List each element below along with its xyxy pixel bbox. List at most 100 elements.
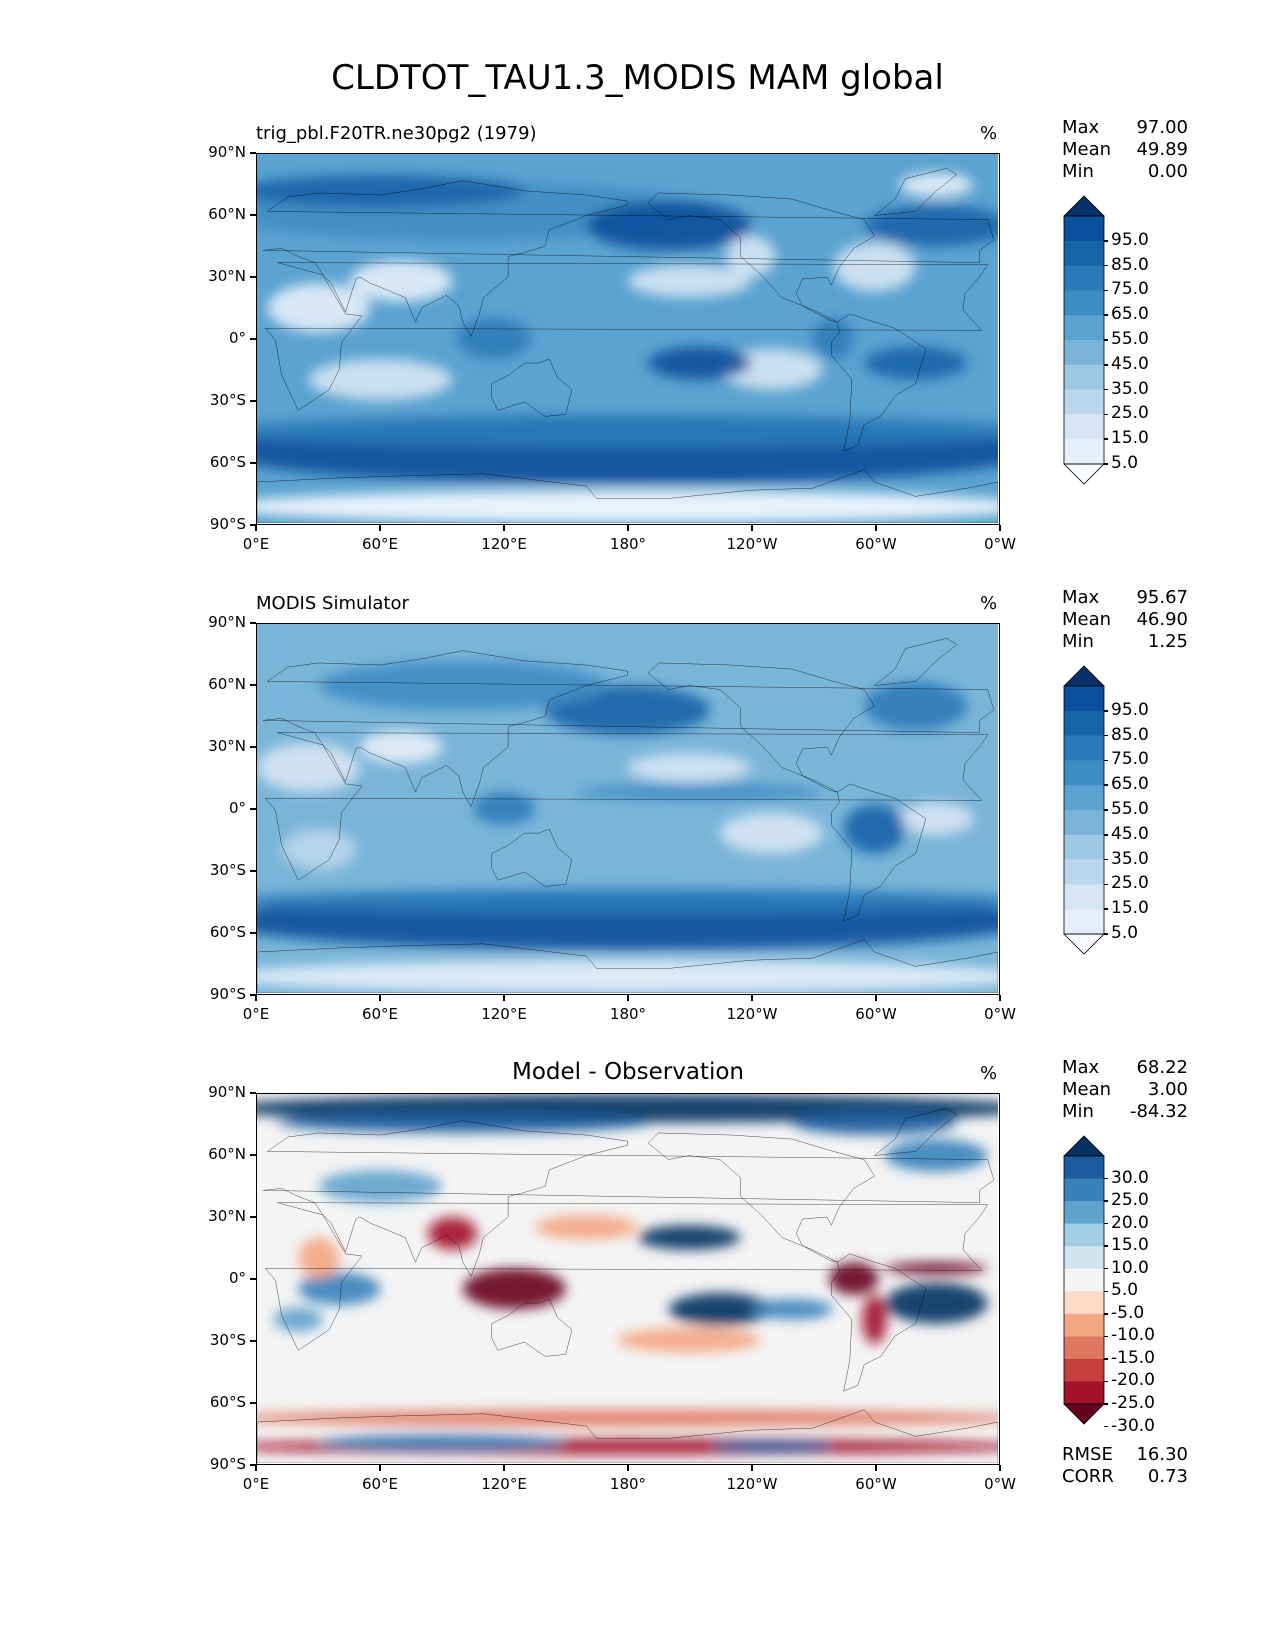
colorbar-label: 65.0 xyxy=(1111,774,1149,795)
panel-title-diff: Model - Observation xyxy=(511,1059,745,1085)
lat-tick-label: 60°S xyxy=(209,923,246,941)
lat-tickmark xyxy=(250,684,256,686)
lon-tickmark xyxy=(999,525,1001,531)
map-field-region xyxy=(308,359,453,400)
stat-value: 1.25 xyxy=(1147,631,1188,652)
lat-tickmark xyxy=(250,524,256,526)
colorbar-label: 35.0 xyxy=(1111,848,1149,869)
colorbar-segment xyxy=(1064,1336,1104,1360)
coastline-greenland xyxy=(875,1108,957,1155)
map-field-region xyxy=(257,888,998,914)
lat-tickmark xyxy=(250,462,256,464)
coastline-south-america xyxy=(831,784,926,921)
lat-tickmark xyxy=(250,994,256,996)
lat-tick-label: 30°S xyxy=(209,861,246,879)
colorbar-tickmark xyxy=(1104,858,1108,861)
map-field-region xyxy=(257,742,360,793)
colorbar-extend-min xyxy=(1063,933,1105,955)
colorbar-tickmark xyxy=(1104,314,1108,316)
colorbar-label: 20.0 xyxy=(1111,1212,1149,1233)
colorbar-label: 45.0 xyxy=(1111,823,1149,844)
lon-tickmark xyxy=(503,995,505,1001)
colorbar-tickmark xyxy=(1104,289,1108,292)
map-field-region xyxy=(884,1282,988,1324)
colorbar-label: 55.0 xyxy=(1111,799,1149,819)
colorbar-tickmark xyxy=(1104,933,1108,935)
lat-tickmark xyxy=(250,214,256,216)
coastline-africa xyxy=(265,733,987,881)
colorbar-label: 10.0 xyxy=(1111,1257,1149,1278)
colorbar-tickmark xyxy=(1104,240,1108,242)
stat-row-min: Min 0.00 xyxy=(1062,161,1188,183)
colorbar-tickmark xyxy=(1104,1290,1108,1293)
colorbar-tickmark xyxy=(1104,1335,1108,1338)
lat-tick-label: 30°S xyxy=(209,1331,246,1349)
lat-tickmark xyxy=(250,1216,256,1218)
stat-value: 95.67 xyxy=(1136,587,1188,608)
map-field-region xyxy=(257,1409,998,1427)
colorbar-label: 45.0 xyxy=(1111,353,1149,374)
colorbar-label: 75.0 xyxy=(1111,279,1149,300)
colorbar-tickmark xyxy=(1104,1177,1108,1180)
colorbar-label: 95.0 xyxy=(1111,699,1149,720)
stat-row-mean: Mean 49.89 xyxy=(1062,139,1188,161)
colorbar-tickmark xyxy=(1104,734,1108,737)
map-field-region xyxy=(843,804,906,854)
lat-tickmark xyxy=(250,808,256,810)
lon-tickmark xyxy=(379,995,381,1001)
lat-tick-label: 60°N xyxy=(208,675,246,693)
colorbar-label: 25.0 xyxy=(1111,873,1149,894)
colorbar-tickmark xyxy=(1104,1358,1108,1360)
lon-tick-label: 120°W xyxy=(726,535,778,553)
colorbar-tickmark xyxy=(1104,784,1108,786)
colorbar-label: -30.0 xyxy=(1111,1415,1155,1436)
lat-tick-label: 0° xyxy=(228,799,246,817)
map-field-region xyxy=(456,318,531,359)
lon-tick-label: 0°W xyxy=(984,1475,1016,1493)
stat-label: CORR xyxy=(1062,1466,1114,1487)
colorbar-segment xyxy=(1064,1313,1104,1337)
lat-tickmark xyxy=(250,932,256,934)
lat-tick-label: 90°S xyxy=(209,1455,246,1473)
lat-tickmark xyxy=(250,746,256,748)
colorbar-segment xyxy=(1064,1223,1104,1247)
colorbar-segment xyxy=(1064,389,1104,415)
lon-tickmark xyxy=(255,995,257,1001)
map-field-region xyxy=(473,792,535,825)
colorbar-segment xyxy=(1064,414,1104,440)
colorbar-segment xyxy=(1064,1358,1104,1382)
coastline-south-america xyxy=(831,314,926,451)
colorbar-segment xyxy=(1064,710,1104,737)
coastline-europe-asia xyxy=(263,1121,994,1277)
lat-tickmark xyxy=(250,152,256,154)
colorbar-tickmark xyxy=(1104,1425,1108,1428)
lon-tickmark xyxy=(875,525,877,531)
lat-tick-label: 90°S xyxy=(209,985,246,1003)
stat-label: Min xyxy=(1062,631,1094,652)
colorbar-label: 85.0 xyxy=(1111,254,1149,275)
stat-row-max: Max 97.00 xyxy=(1062,117,1188,139)
stat-label: Mean xyxy=(1062,609,1112,630)
colorbar-tickmark xyxy=(1104,1267,1108,1270)
lon-tick-label: 60°E xyxy=(361,1005,399,1023)
lat-tick-label: 90°N xyxy=(208,613,246,631)
coastline-europe-asia xyxy=(263,181,994,337)
colorbar-segment xyxy=(1064,1381,1104,1405)
stat-value: 46.90 xyxy=(1136,609,1188,630)
stat-row-max: Max 95.67 xyxy=(1062,587,1188,609)
colorbar-label: -5.0 xyxy=(1111,1302,1145,1323)
map-field-region xyxy=(586,201,751,251)
colorbar-tickmark xyxy=(1104,908,1108,910)
lon-tick-label: 60°E xyxy=(361,535,399,553)
lon-tickmark xyxy=(255,1465,257,1471)
colorbar-segment xyxy=(1064,735,1104,761)
map-field-region xyxy=(359,730,443,764)
panel-title-test: trig_pbl.F20TR.ne30pg2 (1979) xyxy=(256,123,537,144)
colorbar-label: 85.0 xyxy=(1111,724,1149,745)
colorbar-segment xyxy=(1064,1268,1104,1292)
colorbar-label: 5.0 xyxy=(1111,923,1139,943)
stat-row-mean: Mean 3.00 xyxy=(1062,1079,1188,1101)
colorbar-extend-max xyxy=(1063,1135,1105,1157)
colorbar-segment xyxy=(1064,834,1104,861)
map-reference xyxy=(256,623,1000,995)
